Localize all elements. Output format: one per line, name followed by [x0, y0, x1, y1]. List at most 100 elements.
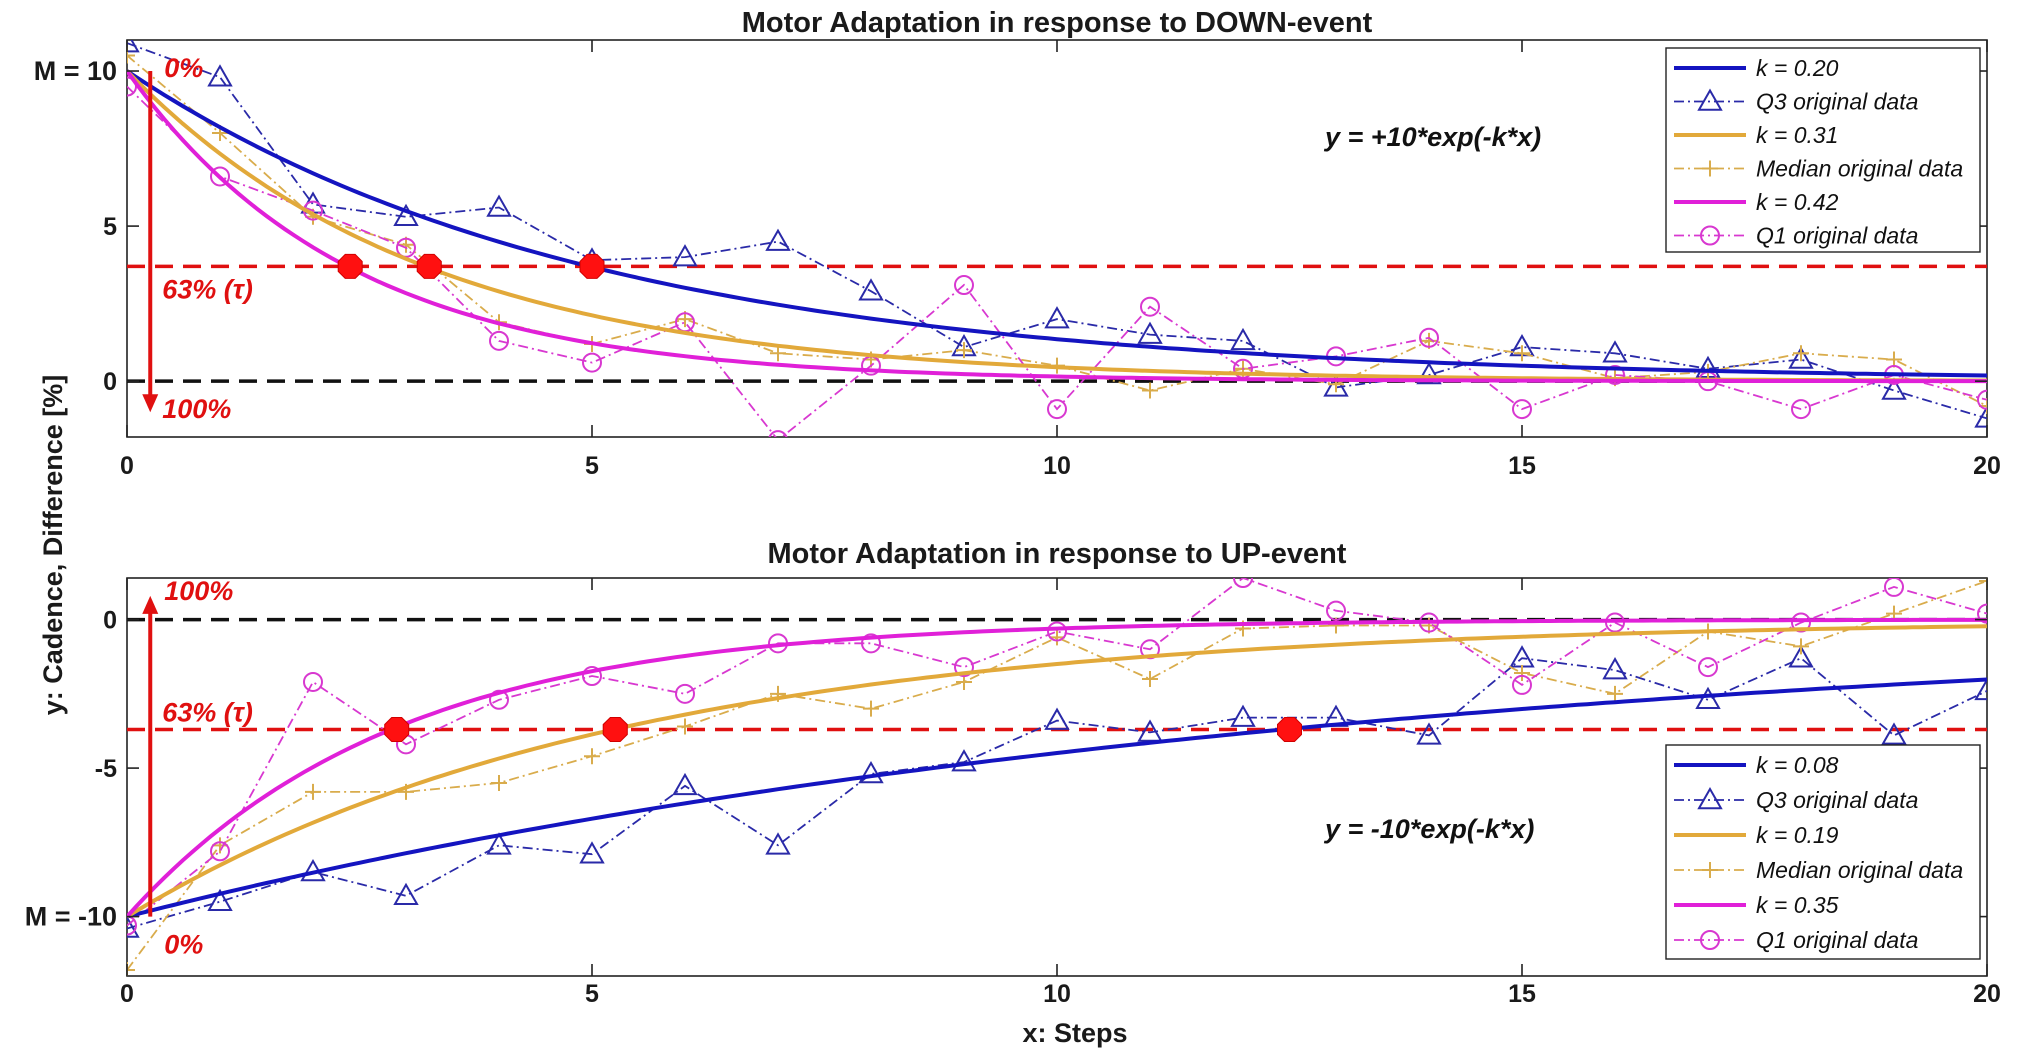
data-point-circle	[954, 657, 974, 678]
data-point-plus	[1514, 345, 1530, 362]
data-point-triangle	[1323, 374, 1349, 397]
tau-point	[579, 253, 605, 279]
data-point-plus	[491, 774, 507, 791]
legend-marker-circle	[1700, 225, 1720, 246]
x-tick-label: 0	[120, 452, 134, 480]
data-point-circle	[1791, 612, 1811, 633]
data-point-triangle	[672, 244, 698, 267]
data-point-plus	[1793, 638, 1809, 655]
data-point-plus	[1979, 578, 1987, 589]
y-tick-label: 5	[103, 213, 117, 241]
data-point-circle	[489, 330, 509, 351]
legend-entry: Q1 original data	[1756, 927, 1918, 953]
chart-down: Motor Adaptation in response to DOWN-eve…	[34, 7, 2001, 480]
data-point-triangle	[1974, 405, 1987, 428]
data-point-circle	[1419, 327, 1439, 348]
series-triangle-line	[127, 42, 1987, 420]
data-point-circle	[1326, 600, 1346, 621]
arrow-mid-label: 63% (τ)	[162, 697, 253, 727]
equation-label: y = -10*exp(-k*x)	[1323, 814, 1534, 844]
fit-curve	[127, 617, 1987, 918]
plot-content	[127, 578, 1987, 976]
data-point-triangle	[1602, 340, 1628, 363]
data-point-triangle	[393, 203, 419, 227]
data-point-plus	[677, 718, 693, 735]
data-point-circle	[582, 666, 602, 687]
data-point-circle	[582, 352, 602, 373]
legend-marker-plus	[1702, 862, 1718, 878]
fit-curve	[127, 69, 1987, 378]
fit-curve	[127, 677, 1987, 919]
legend-entry: k = 0.20	[1756, 55, 1839, 81]
data-point-triangle	[1974, 677, 1987, 701]
data-point-triangle	[1788, 346, 1814, 369]
data-point-circle	[1791, 399, 1811, 420]
data-point-circle	[675, 683, 695, 704]
data-point-triangle	[127, 915, 140, 938]
legend-marker-plus	[1702, 160, 1718, 177]
data-point-circle	[1977, 603, 1987, 624]
data-point-plus	[127, 962, 135, 976]
data-point-triangle	[1602, 657, 1628, 680]
tau-point	[602, 717, 628, 742]
data-point-triangle	[1788, 645, 1814, 668]
data-point-triangle	[1230, 704, 1256, 727]
data-point-circle	[1884, 578, 1904, 597]
data-point-triangle	[207, 888, 233, 911]
data-point-circle	[1605, 364, 1625, 385]
legend-entry: Median original data	[1756, 857, 1963, 883]
data-point-triangle	[1137, 719, 1163, 742]
data-point-circle	[1512, 674, 1532, 695]
data-point-circle	[303, 671, 323, 692]
legend-box	[1665, 744, 1981, 960]
arrow-top-label: 100%	[164, 576, 233, 606]
data-point-triangle	[858, 761, 884, 784]
equation-label: y = +10*exp(-k*x)	[1323, 122, 1541, 152]
data-point-circle	[1233, 578, 1253, 588]
data-point-plus	[127, 47, 135, 64]
data-point-triangle	[486, 194, 512, 217]
legend-marker-triangle	[1697, 88, 1723, 111]
data-point-plus	[863, 700, 879, 717]
data-point-triangle	[127, 40, 140, 53]
data-point-circle	[1698, 657, 1718, 678]
x-axis-label: x: Steps	[1022, 1018, 1127, 1048]
data-point-triangle	[765, 832, 791, 855]
data-point-plus	[1142, 382, 1158, 399]
data-point-plus	[1886, 351, 1902, 368]
arrow-bottom-label: 100%	[162, 394, 231, 424]
tau-point	[1277, 717, 1302, 742]
data-point-circle	[768, 430, 788, 437]
arrow-head-icon	[142, 394, 159, 413]
legend-entry: k = 0.31	[1756, 122, 1838, 148]
data-point-triangle	[672, 772, 698, 796]
arrow-top-label: 0%	[164, 53, 203, 83]
data-point-plus	[584, 748, 600, 765]
data-point-circle	[861, 633, 881, 654]
legend-box	[1665, 47, 1981, 253]
data-point-triangle	[393, 882, 419, 906]
x-tick-label: 10	[1043, 980, 1071, 1008]
data-point-plus	[305, 783, 321, 800]
legend-marker-triangle	[1697, 786, 1723, 810]
data-point-triangle	[1044, 306, 1070, 329]
data-point-plus	[1049, 629, 1065, 646]
arrow-head-icon	[142, 595, 159, 614]
legend-entry: Q3 original data	[1756, 787, 1918, 813]
data-point-triangle	[1881, 377, 1907, 400]
legend-entry: Median original data	[1756, 156, 1963, 182]
data-point-triangle	[1137, 321, 1163, 344]
data-point-plus	[956, 342, 972, 359]
y-axis-label: y: Cadence, Difference [%]	[38, 375, 68, 716]
legend-entry: k = 0.42	[1756, 189, 1839, 215]
y-tick-label: 0	[103, 368, 117, 396]
data-point-plus	[1607, 685, 1623, 702]
data-point-triangle	[486, 832, 512, 855]
legend-entry: Q3 original data	[1756, 89, 1918, 115]
fit-curve	[127, 69, 1987, 384]
data-point-circle	[127, 915, 137, 936]
data-point-triangle	[858, 278, 884, 301]
data-point-triangle	[951, 749, 977, 772]
tau-point	[384, 717, 410, 742]
